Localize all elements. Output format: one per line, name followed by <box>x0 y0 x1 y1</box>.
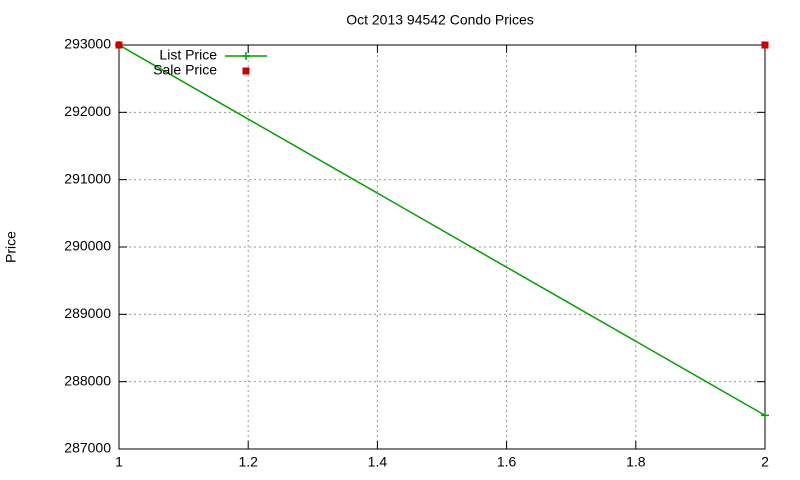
point <box>761 411 769 420</box>
plot-border <box>118 44 766 450</box>
legend-marker <box>242 52 250 60</box>
x-tick-label: 1.8 <box>626 454 646 470</box>
y-tick-label: 288000 <box>64 372 111 388</box>
y-tick-label: 293000 <box>64 36 111 52</box>
y-tick-label: 289000 <box>64 305 111 321</box>
x-tick-label: 2 <box>761 454 769 470</box>
legend-label: Sale Price <box>153 62 217 78</box>
legend-label: List Price <box>159 47 217 63</box>
y-tick-label: 292000 <box>64 103 111 119</box>
x-tick-label: 1.2 <box>238 454 258 470</box>
line <box>118 44 766 416</box>
y-axis-label: Price <box>3 231 19 263</box>
x-tick-label: 1.4 <box>368 454 388 470</box>
x-tick-label: 1 <box>115 454 123 470</box>
chart-title: Oct 2013 94542 Condo Prices <box>346 12 534 28</box>
legend-marker <box>242 67 250 75</box>
point <box>761 41 769 49</box>
point <box>115 41 123 49</box>
x-tick-label: 1.6 <box>497 454 517 470</box>
y-tick-label: 291000 <box>64 170 111 186</box>
y-tick-label: 290000 <box>64 238 111 254</box>
y-tick-label: 287000 <box>64 440 111 456</box>
